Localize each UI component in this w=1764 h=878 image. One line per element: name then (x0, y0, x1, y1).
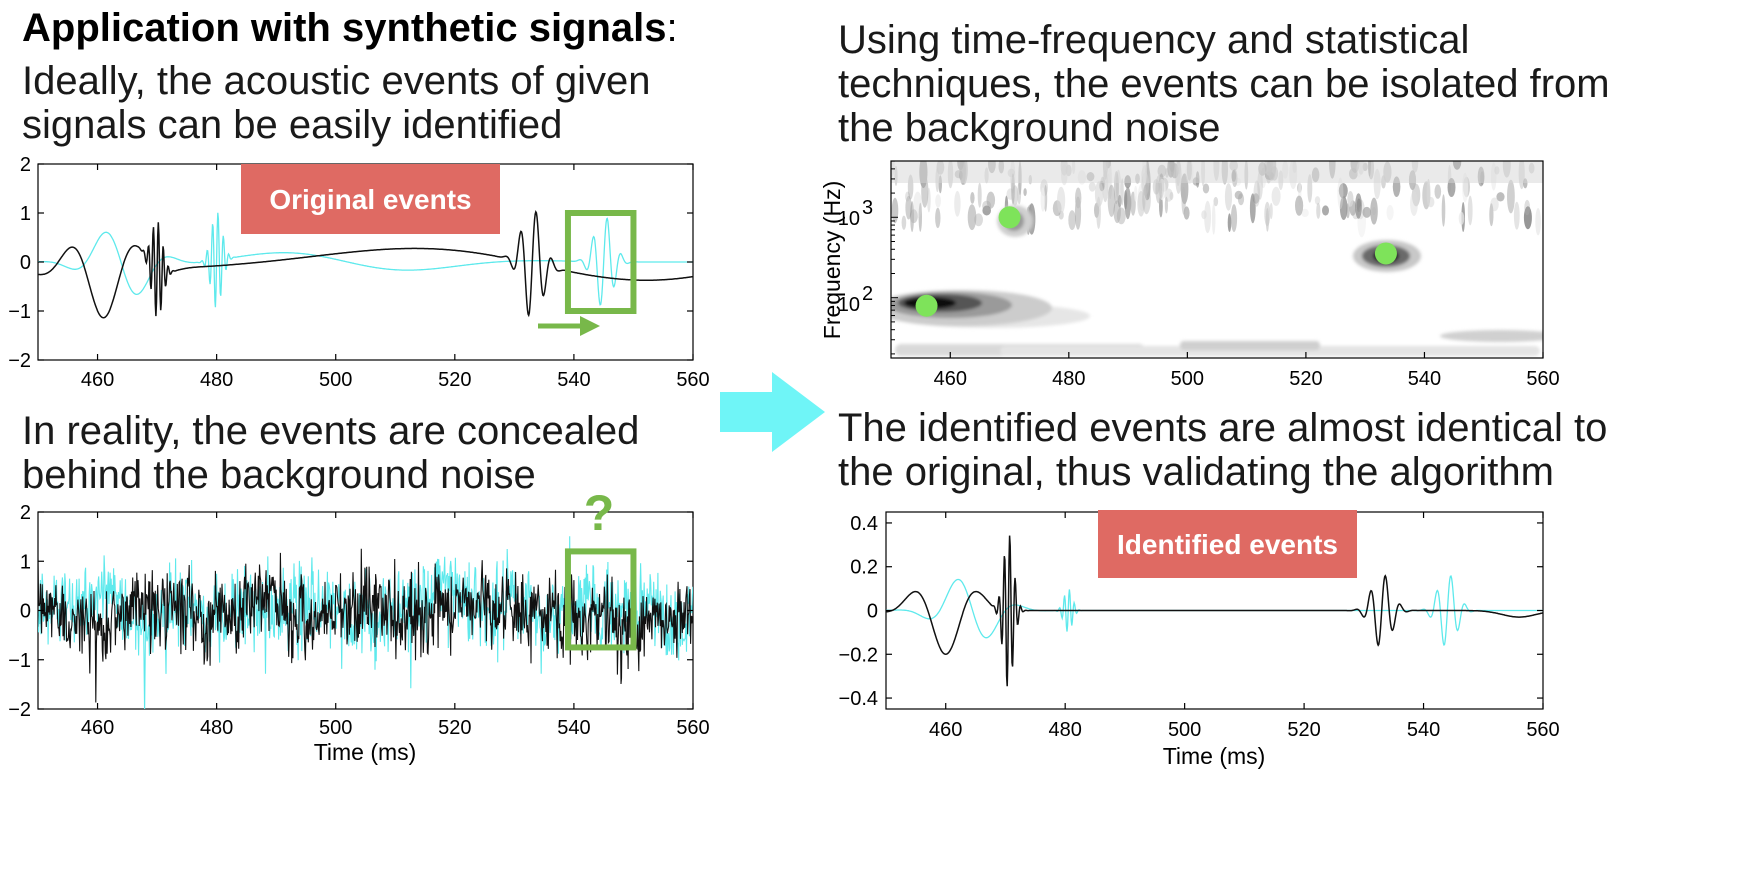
chart-identified-xtick-label: 460 (929, 719, 962, 741)
detected-event-dot (999, 206, 1021, 228)
chart-identified: 460 480 500 520 540 560 −0.4 −0.2 0 0.2 0.4 Identi… (839, 510, 1560, 769)
chart-original-xtick-label: 540 (557, 369, 590, 391)
chart-identified-ytick-label: −0.2 (839, 644, 878, 666)
chart-spectrogram-background (891, 161, 1543, 358)
chart-spectrogram-xtick-label: 540 (1408, 368, 1441, 390)
chart-noisy-xtick-label: 480 (200, 717, 233, 739)
chart-original-ytick-label: 1 (20, 203, 31, 225)
detected-event-dot (1375, 242, 1397, 264)
right-arrow-icon (720, 372, 825, 452)
chart-identified-xtick-label: 560 (1526, 719, 1559, 741)
chart-noisy-ytick-label: 2 (20, 502, 31, 524)
chart-spectrogram-xtick-label: 480 (1052, 368, 1085, 390)
chart-identified-xtick-label: 480 (1048, 719, 1081, 741)
ytick-exp: 3 (862, 197, 873, 219)
badge-identified-label: Identified events (1117, 529, 1338, 560)
chart-noisy-xtick-label: 520 (438, 717, 471, 739)
ytick-exp: 2 (862, 283, 873, 305)
chart-original-ytick-label: 0 (20, 252, 31, 274)
chart-original-ytick-label: −2 (8, 350, 31, 372)
badge-original-label: Original events (269, 184, 471, 215)
chart-spectrogram-xtick-label: 560 (1526, 368, 1559, 390)
chart-identified-ytick-label: 0.4 (850, 513, 878, 535)
detected-event-dot (916, 295, 938, 317)
chart-identified-xtick-label: 500 (1168, 719, 1201, 741)
chart-spectrogram-xtick-label: 460 (934, 368, 967, 390)
chart-original-xtick-label: 460 (81, 369, 114, 391)
chart-identified-ytick-label: −0.4 (839, 688, 878, 710)
chart-noisy-xtick-label: 460 (81, 717, 114, 739)
chart-noisy-xtick-label: 500 (319, 717, 352, 739)
chart-identified-ytick-label: 0.2 (850, 557, 878, 579)
chart-original-ytick-label: 2 (20, 154, 31, 176)
chart-noisy-ytick-label: −2 (8, 699, 31, 721)
chart-original-xtick-label: 520 (438, 369, 471, 391)
chart-noisy-ytick-label: 0 (20, 601, 31, 623)
chart-spectrogram-xtick-label: 500 (1171, 368, 1204, 390)
chart-noisy-xtick-label: 560 (676, 717, 709, 739)
chart-original: 460 480 500 520 540 560 −2 −1 0 1 2 Original event… (8, 154, 710, 391)
chart-identified-xtick-label: 520 (1287, 719, 1320, 741)
chart-noisy: 460 480 500 520 540 560 −2 −1 0 1 2 ? Time (ms) (8, 485, 710, 765)
chart-spectrogram-xtick-label: 520 (1289, 368, 1322, 390)
chart-spectrogram: 460 480 500 520 540 560 10 2 10 3 Frequency (… (819, 146, 1560, 390)
chart-identified-xlabel: Time (ms) (1163, 743, 1266, 769)
chart-original-ytick-label: −1 (8, 301, 31, 323)
chart-noisy-xlabel: Time (ms) (314, 739, 417, 765)
chart-identified-xtick-label: 540 (1407, 719, 1440, 741)
chart-spectrogram-ylabel: Frequency (Hz) (819, 181, 845, 339)
chart-identified-ytick-label: 0 (867, 601, 878, 623)
question-mark: ? (584, 485, 615, 541)
chart-original-xtick-label: 480 (200, 369, 233, 391)
chart-noisy-ytick-label: −1 (8, 650, 31, 672)
chart-original-xtick-label: 500 (319, 369, 352, 391)
chart-noisy-ytick-label: 1 (20, 551, 31, 573)
chart-original-xtick-label: 560 (676, 369, 709, 391)
chart-noisy-xtick-label: 540 (557, 717, 590, 739)
